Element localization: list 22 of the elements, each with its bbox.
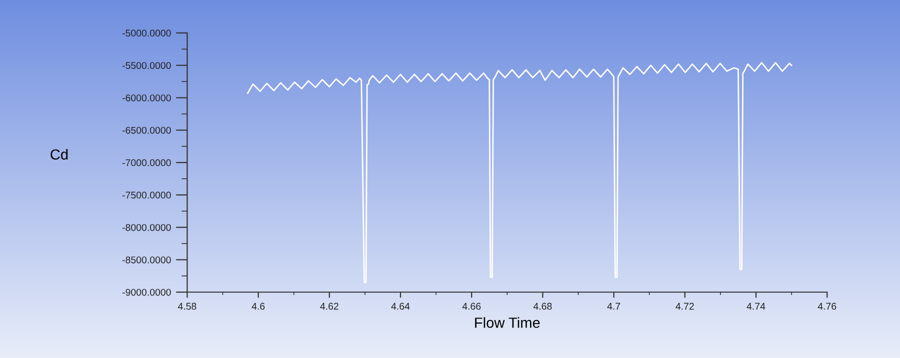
x-tick-label: 4.6 (252, 302, 265, 310)
y-tick-label: -8500.0000 (122, 256, 171, 264)
x-tick-label: 4.64 (391, 302, 410, 310)
y-axis-title: Cd (50, 148, 68, 160)
x-tick-label: 4.62 (320, 302, 338, 310)
x-axis-title: Flow Time (475, 317, 540, 328)
x-tick-label: 4.66 (462, 302, 481, 310)
y-tick-label: -5000.0000 (122, 30, 171, 37)
y-tick-label: -8000.0000 (122, 224, 171, 231)
y-tick-label: -6000.0000 (122, 94, 171, 102)
x-tick-label: 4.72 (676, 302, 694, 310)
y-tick-label: -9000.0000 (122, 288, 171, 296)
line-series (246, 62, 792, 284)
y-tick-label: -7500.0000 (122, 192, 171, 199)
y-tick-label: -6500.0000 (122, 126, 171, 134)
x-tick-label: 4.68 (533, 302, 552, 310)
y-tick-label: -5500.0000 (122, 62, 171, 69)
y-tick-label: -7000.0000 (122, 159, 171, 166)
x-tick-label: 4.7 (607, 302, 620, 310)
x-tick-label: 4.74 (746, 302, 766, 310)
x-tick-label: 4.76 (818, 302, 836, 310)
x-tick-label: 4.58 (178, 302, 196, 310)
